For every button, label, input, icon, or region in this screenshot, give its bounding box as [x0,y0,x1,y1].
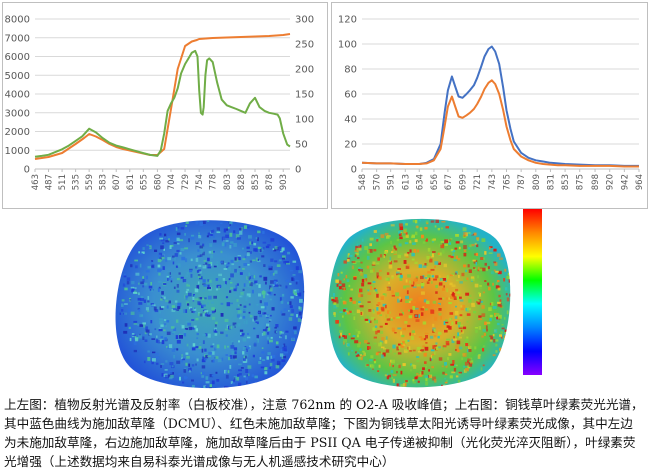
fluorescence-x-tick-label: 743 [488,174,498,190]
fluorescence-x-tick-label: 634 [415,174,425,190]
reflectance-y-tick-label: 1000 [5,146,30,157]
fluorescence-y-tick-label: 20 [344,140,357,151]
fluorescence-x-tick-label: 570 [373,174,383,190]
reflectance-x-tick-label: 631 [126,174,136,190]
reflectance-x-tick-label: 511 [58,174,68,190]
fluorescence-x-tick-label: 677 [444,174,454,190]
fluorescence-x-tick-label: 548 [358,174,368,190]
fluorescence-y-tick-label: 60 [344,90,357,101]
fluorescence-x-tick-label: 765 [502,174,512,190]
fluorescence-x-tick-label: 656 [430,174,440,190]
fluorescence-series-line-1 [361,45,639,167]
fluorescence-chart: 0 20 40 60 80 100 120 548 570 591 613 634 656 677 699 7… [338,15,645,191]
fluorescence-y-tick-label: 0 [351,165,357,176]
reflectance-y-tick-label: 3000 [5,108,30,119]
fluorescence-x-tick-label: 613 [401,174,411,190]
reflectance-y2-tick-label: 150 [295,90,314,101]
fluorescence-x-tick-label: 831 [546,174,556,190]
reflectance-y2-tick-label: 200 [295,65,314,76]
reflectance-x-tick-label: 559 [85,174,95,190]
fluorescence-x-tick-label: 699 [459,174,469,190]
fluorescence-series-line-2 [361,79,639,168]
reflectance-x-tick-label: 535 [72,174,82,190]
reflectance-y2-tick-label: 250 [295,40,314,51]
reflectance-chart: 0 1000 2000 3000 4000 5000 6000 7000 8000 0 50 100 1… [5,15,315,191]
reflectance-x-tick-label: 778 [209,174,219,190]
intensity-colorbar [523,209,542,375]
caption-line-4: 光增强（上述数据均来自易科泰光谱成像与无人机遥感技术研究中心） [4,454,395,469]
reflectance-chart-panel: 0 1000 2000 3000 4000 5000 6000 7000 8000 0 50 100 1… [2,2,328,209]
reflectance-y2-tick-label: 100 [295,115,314,126]
reflectance-x-tick-label: 583 [99,174,109,190]
fluorescence-y-tick-label: 80 [344,65,357,76]
reflectance-series-line-2 [34,49,291,158]
fluorescence-x-tick-label: 920 [606,174,616,190]
fluorescence-x-tick-label: 591 [387,174,397,190]
fluorescence-x-tick-label: 875 [576,174,586,190]
fluorescence-x-tick-label: 809 [532,174,542,190]
fluorescence-y-tick-label: 100 [338,40,357,51]
reflectance-y-tick-label: 4000 [5,90,30,101]
fluorescence-x-tick-label: 787 [517,174,527,190]
reflectance-y-tick-label: 7000 [5,33,30,44]
reflectance-y-tick-label: 0 [24,165,30,176]
reflectance-x-tick-label: 487 [45,174,55,190]
leaf-canopy-dcmu [328,218,511,388]
leaf-canopy-untreated [115,220,305,389]
reflectance-y-tick-label: 5000 [5,71,30,82]
caption-line-3: 为未施加敌草隆，右边施加敌草隆，施加敌草隆后由于 PSII QA 电子传递被抑制… [4,435,636,450]
fluorescence-x-tick-label: 853 [561,174,571,190]
reflectance-x-tick-label: 680 [153,174,163,190]
reflectance-y2-tick-label: 300 [295,15,314,26]
fluorescence-x-tick-label: 964 [635,174,645,190]
reflectance-x-tick-label: 607 [112,174,122,190]
fluorescence-x-tick-label: 898 [591,174,601,190]
reflectance-x-tick-label: 853 [251,174,261,190]
reflectance-x-tick-label: 463 [31,174,41,190]
reflectance-x-tick-label: 655 [139,174,149,190]
reflectance-y2-tick-label: 0 [295,165,301,176]
fluorescence-imaging [115,209,542,389]
figure-caption: 上左图：植物反射光谱及反射率（白板校准），注意 762nm 的 O2-A 吸收峰… [4,395,646,471]
reflectance-y2-tick-label: 50 [295,140,308,151]
reflectance-x-tick-label: 878 [265,174,275,190]
reflectance-x-tick-label: 903 [279,174,289,190]
reflectance-x-tick-label: 828 [237,174,247,190]
fluorescence-y-tick-label: 120 [338,15,357,26]
caption-line-1: 上左图：植物反射光谱及反射率（白板校准），注意 762nm 的 O2-A 吸收峰… [4,397,644,412]
reflectance-x-tick-label: 729 [181,174,191,190]
reflectance-x-tick-label: 754 [195,174,205,190]
fluorescence-y-tick-label: 40 [344,115,357,126]
reflectance-y-tick-label: 6000 [5,52,30,63]
fluorescence-chart-panel: 0 20 40 60 80 100 120 548 570 591 613 634 656 677 699 7… [331,2,648,209]
reflectance-x-tick-label: 803 [223,174,233,190]
fluorescence-x-tick-label: 942 [620,174,630,190]
reflectance-y-tick-label: 8000 [5,15,30,26]
reflectance-y-tick-label: 2000 [5,127,30,138]
fluorescence-x-tick-label: 721 [473,174,483,190]
reflectance-x-tick-label: 704 [167,174,177,190]
caption-line-2: 其中蓝色曲线为施加敌草隆（DCMU）、红色未施加敌草隆；下图为铜钱草太阳光诱导叶… [4,416,633,431]
